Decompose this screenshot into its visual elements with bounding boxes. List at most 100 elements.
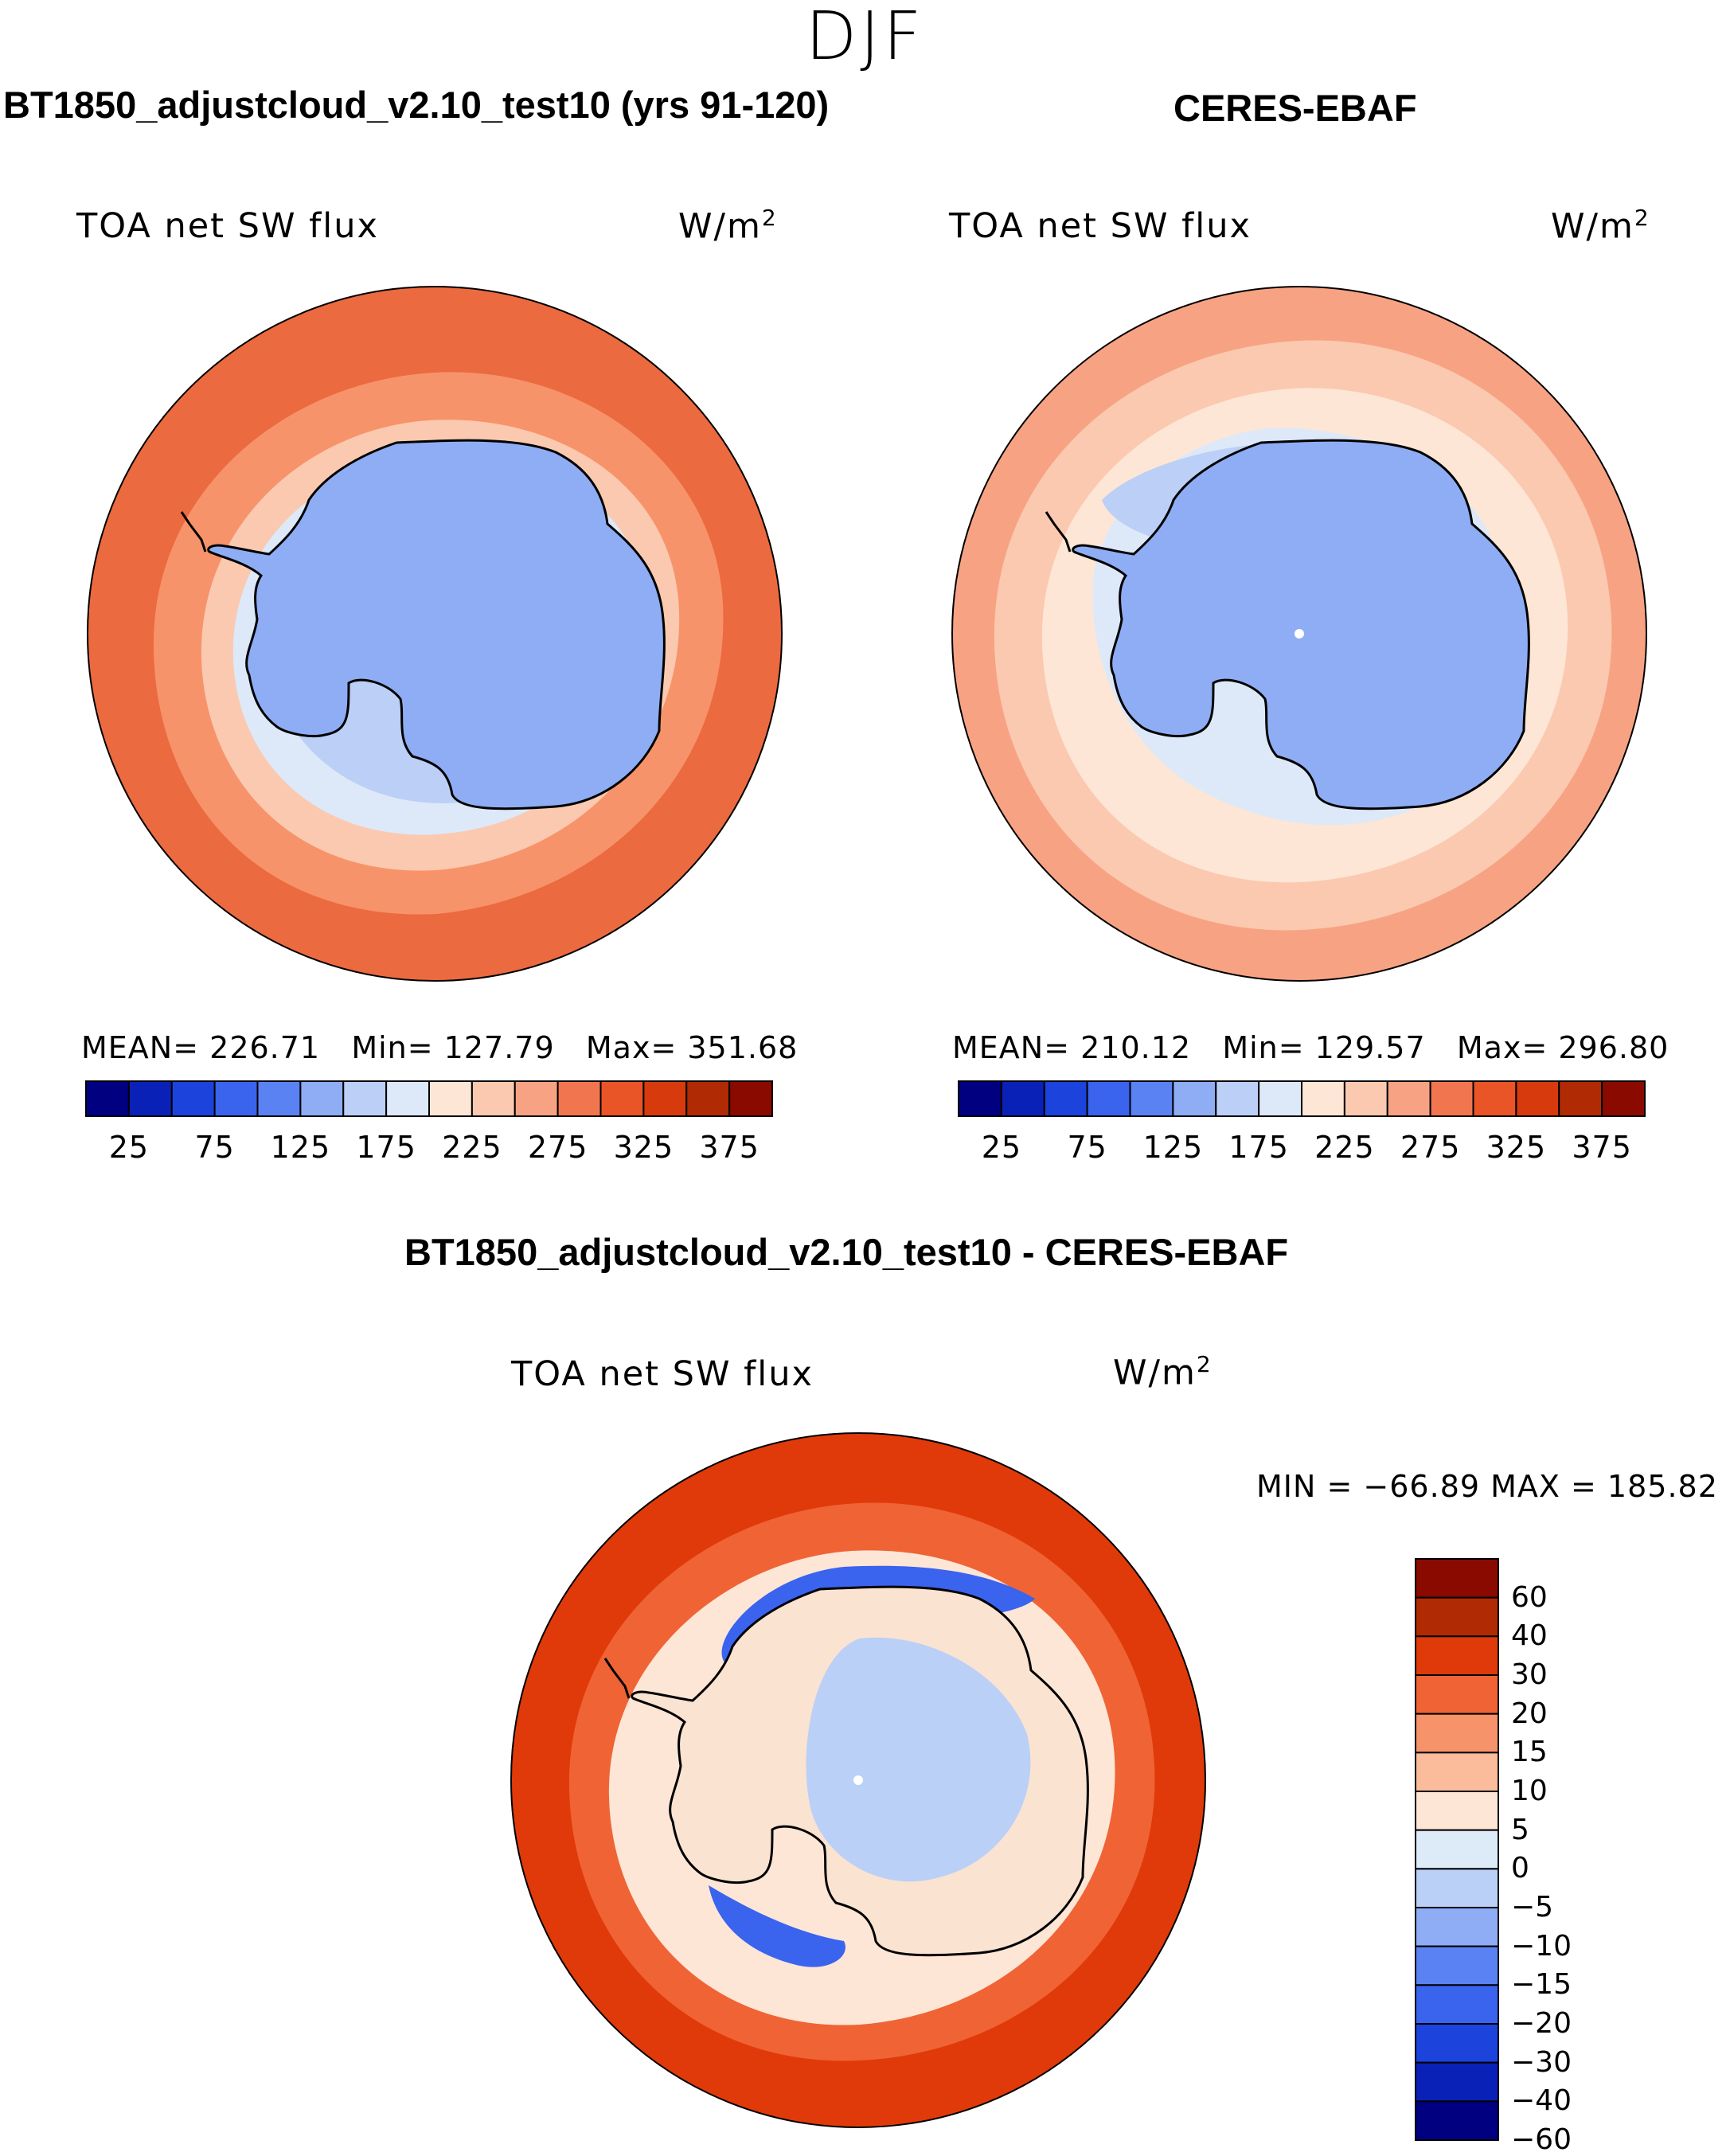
obs-colorbar-swatch xyxy=(1515,1080,1560,1117)
model-colorbar-tick-label: 125 xyxy=(270,1130,331,1165)
model-colorbar-swatch xyxy=(170,1080,216,1117)
obs-colorbar-tick-label: 25 xyxy=(981,1130,1022,1165)
model-colorbar-tick-label: 225 xyxy=(442,1130,502,1165)
obs-colorbar-swatch xyxy=(1558,1080,1603,1117)
obs-colorbar-tick-label: 75 xyxy=(1067,1130,1107,1165)
diff-colorbar-swatch xyxy=(1415,1907,1499,1947)
diff-colorbar-ticks: 60 40 30 20 15 10 5 0 −5 −10 −15 −20 −30 −40 −60 xyxy=(1511,1559,1670,2155)
obs-colorbar-tick-label: 275 xyxy=(1400,1130,1461,1165)
diff-colorbar-swatch xyxy=(1415,1868,1499,1909)
obs-colorbar-tick-label: 125 xyxy=(1142,1130,1204,1165)
diff-colorbar-swatch xyxy=(1415,1829,1499,1870)
obs-colorbar-ticks: 25 75 125 175 225 275 325 375 xyxy=(959,1129,1645,1166)
diff-colorbar-tick-label: −40 xyxy=(1511,2084,1572,2118)
season-title: DJF xyxy=(805,0,925,75)
model-units-label: W/m2 xyxy=(678,205,778,247)
model-polar-map xyxy=(87,286,783,982)
diff-interior xyxy=(806,1637,1031,1882)
model-colorbar-swatch xyxy=(127,1080,173,1117)
diff-colorbar-tick-label: −10 xyxy=(1511,1929,1572,1963)
diff-colorbar-swatch xyxy=(1415,1791,1499,1831)
model-stats: MEAN= 226.71 Min= 127.79 Max= 351.68 xyxy=(81,1030,799,1065)
model-colorbar-tick-label: 25 xyxy=(108,1130,150,1165)
diff-colorbar-tick-label: 0 xyxy=(1511,1852,1529,1885)
model-colorbar-swatch xyxy=(85,1080,130,1117)
model-colorbar-ticks: 25 75 125 175 225 275 325 375 xyxy=(86,1129,772,1166)
obs-colorbar-swatch xyxy=(1172,1080,1217,1117)
diff-blue-south xyxy=(709,1885,845,1967)
model-colorbar-swatch xyxy=(213,1080,259,1117)
model-colorbar-swatch xyxy=(685,1080,731,1117)
model-peninsula xyxy=(180,511,207,553)
model-colorbar-tick-label: 275 xyxy=(527,1130,588,1165)
diff-colorbar-tick-label: 60 xyxy=(1511,1580,1548,1614)
obs-colorbar xyxy=(958,1080,1646,1117)
diff-colorbar-tick-label: −5 xyxy=(1511,1891,1554,1924)
model-colorbar-swatch xyxy=(599,1080,645,1117)
model-colorbar-tick-label: 175 xyxy=(356,1130,416,1165)
diff-colorbar-tick-label: 10 xyxy=(1511,1775,1548,1807)
obs-colorbar-tick-label: 325 xyxy=(1486,1130,1547,1165)
diff-colorbar-swatch xyxy=(1415,2100,1499,2141)
diff-colorbar-swatch xyxy=(1415,2023,1499,2064)
obs-colorbar-swatch xyxy=(1086,1080,1131,1117)
obs-colorbar-swatch xyxy=(1601,1080,1646,1117)
diff-polar-map xyxy=(510,1432,1206,2128)
diff-colorbar-swatch xyxy=(1415,1635,1499,1677)
diff-colorbar-swatch xyxy=(1415,1558,1499,1599)
diff-colorbar-swatch xyxy=(1415,1713,1499,1754)
model-antarctica xyxy=(207,439,666,810)
model-colorbar-swatch xyxy=(642,1080,688,1117)
diff-pole-point xyxy=(853,1775,863,1785)
obs-polar-map xyxy=(951,286,1647,982)
obs-colorbar-tick-label: 375 xyxy=(1572,1130,1632,1165)
model-colorbar-swatch xyxy=(556,1080,602,1117)
diff-colorbar xyxy=(1415,1558,1499,2141)
model-colorbar-swatch xyxy=(256,1080,302,1117)
obs-peninsula xyxy=(1045,511,1072,553)
model-variable-label: TOA net SW flux xyxy=(76,206,379,246)
diff-minmax: MIN = −66.89 MAX = 185.82 xyxy=(1256,1469,1718,1504)
diff-colorbar-swatch xyxy=(1415,1945,1499,1986)
obs-colorbar-swatch xyxy=(1386,1080,1431,1117)
diff-colorbar-tick-label: −60 xyxy=(1511,2123,1572,2156)
obs-colorbar-swatch xyxy=(1343,1080,1388,1117)
diff-colorbar-tick-label: −15 xyxy=(1511,1968,1572,2002)
diff-colorbar-tick-label: −30 xyxy=(1511,2045,1572,2079)
diff-colorbar-swatch xyxy=(1415,1752,1499,1792)
obs-colorbar-swatch xyxy=(1129,1080,1174,1117)
model-colorbar-swatch xyxy=(342,1080,388,1117)
model-panel-title: BT1850_adjustcloud_v2.10_test10 (yrs 91-… xyxy=(3,84,830,126)
obs-colorbar-swatch xyxy=(958,1080,1002,1117)
obs-colorbar-swatch xyxy=(1429,1080,1474,1117)
obs-pole-point xyxy=(1295,629,1304,639)
diff-colorbar-swatch xyxy=(1415,2061,1499,2103)
model-colorbar-swatch xyxy=(385,1080,430,1117)
diff-variable-label: TOA net SW flux xyxy=(511,1354,814,1394)
obs-colorbar-swatch xyxy=(1301,1080,1345,1117)
obs-antarctica xyxy=(1072,439,1530,810)
diff-colorbar-tick-label: 5 xyxy=(1511,1813,1529,1846)
obs-units-label: W/m2 xyxy=(1551,205,1650,247)
obs-colorbar-swatch xyxy=(1258,1080,1302,1117)
obs-colorbar-tick-label: 175 xyxy=(1228,1130,1289,1165)
obs-colorbar-swatch xyxy=(1043,1080,1088,1117)
obs-variable-label: TOA net SW flux xyxy=(949,206,1252,246)
obs-colorbar-tick-label: 225 xyxy=(1314,1130,1375,1165)
model-colorbar-swatch xyxy=(514,1080,559,1117)
diff-colorbar-tick-label: −20 xyxy=(1511,2007,1572,2040)
obs-colorbar-swatch xyxy=(1472,1080,1517,1117)
model-colorbar-tick-label: 325 xyxy=(613,1130,674,1165)
diff-colorbar-swatch xyxy=(1415,1674,1499,1715)
model-colorbar-swatch xyxy=(728,1080,773,1117)
diff-colorbar-tick-label: 40 xyxy=(1511,1619,1548,1653)
model-colorbar-swatch xyxy=(471,1080,516,1117)
diff-peninsula xyxy=(603,1658,631,1699)
diff-colorbar-swatch xyxy=(1415,1596,1499,1638)
diff-units-label: W/m2 xyxy=(1113,1351,1213,1393)
model-colorbar-swatch xyxy=(428,1080,473,1117)
model-colorbar xyxy=(85,1080,773,1117)
model-colorbar-swatch xyxy=(299,1080,345,1117)
diff-colorbar-tick-label: 30 xyxy=(1511,1658,1548,1691)
obs-colorbar-swatch xyxy=(1215,1080,1260,1117)
